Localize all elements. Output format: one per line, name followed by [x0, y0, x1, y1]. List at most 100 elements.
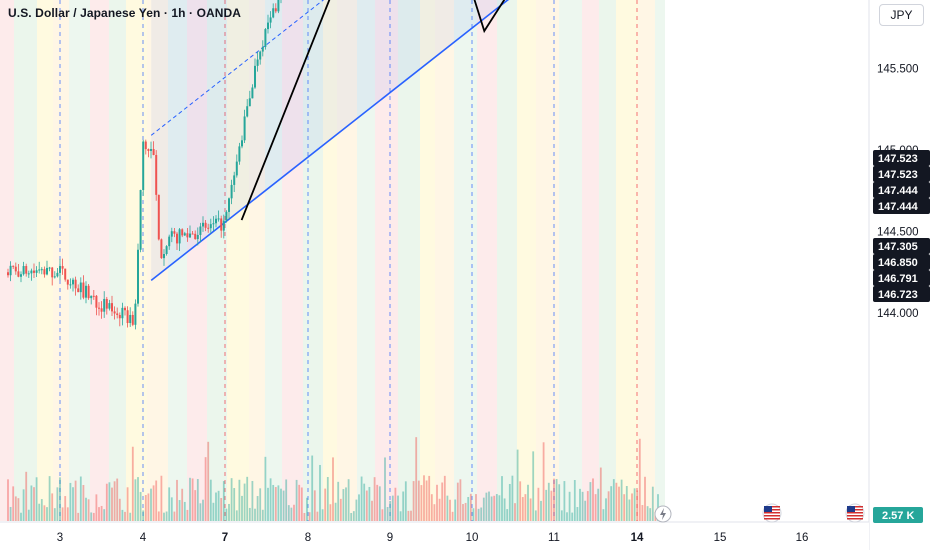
currency-selector[interactable]: JPY: [879, 4, 924, 26]
volume-bar: [618, 486, 620, 521]
volume-bar: [212, 502, 215, 521]
volume-bar: [129, 512, 132, 521]
volume-bar: [230, 478, 233, 521]
price-tag-text: 147.444: [878, 185, 919, 197]
volume-bar: [306, 497, 308, 521]
candle-body: [142, 141, 145, 191]
candle-body: [194, 233, 197, 240]
volume-bar: [22, 489, 25, 521]
volume-bar: [371, 500, 373, 521]
economic-event-icons[interactable]: 2.57 K: [654, 503, 923, 523]
time-tick: 11: [548, 532, 560, 544]
volume-bar: [326, 477, 329, 521]
volume-bar: [410, 510, 412, 521]
candle-body: [48, 267, 51, 269]
price-tag-text: 147.523: [878, 153, 918, 165]
candle-body: [160, 239, 163, 259]
volume-bar: [215, 492, 217, 521]
session-band: [454, 0, 477, 521]
volume-bar: [555, 478, 558, 521]
zigzag-pattern[interactable]: [240, 0, 662, 221]
volume-bar: [524, 494, 527, 521]
candle-body: [59, 266, 61, 273]
us-flag-icon[interactable]: [845, 503, 865, 523]
time-axis-bg: [0, 522, 869, 550]
candle-body: [217, 218, 220, 220]
volume-bar: [514, 503, 516, 521]
volume-bar: [521, 497, 524, 521]
volume-bar: [69, 482, 72, 521]
lightning-icon[interactable]: [654, 505, 672, 523]
session-band: [323, 0, 337, 521]
volume-bar: [264, 456, 267, 521]
volume-bar: [376, 484, 379, 521]
candle-body: [27, 273, 30, 275]
volume-bar: [35, 477, 38, 521]
session-band: [517, 0, 536, 521]
volume-bar: [488, 491, 490, 521]
candle-body: [113, 311, 116, 314]
candle-body: [165, 246, 168, 255]
candlesticks: [7, 0, 282, 330]
volume-bar: [649, 508, 652, 521]
volume-bar: [516, 449, 519, 521]
volume-bar: [389, 500, 392, 521]
candle-body: [33, 270, 35, 273]
volume-tag: 2.57 K: [873, 507, 923, 523]
volume-bar: [46, 507, 48, 521]
volume-bar: [628, 499, 631, 521]
price-tag-text: 147.444: [878, 201, 919, 213]
volume-bar: [38, 503, 41, 521]
price-tick: 144.000: [877, 308, 919, 320]
volume-bar: [14, 496, 17, 521]
candle-body: [272, 8, 275, 18]
volume-bars: [7, 437, 659, 521]
volume-bar: [477, 508, 480, 521]
volume-bar: [189, 477, 191, 521]
candle-body: [64, 268, 67, 280]
candle-body: [155, 154, 158, 195]
candle-body: [103, 298, 106, 312]
session-band: [497, 0, 517, 521]
session-band: [109, 0, 126, 521]
volume-bar: [228, 503, 230, 521]
candle-body: [183, 233, 186, 236]
volume-bar: [173, 511, 176, 521]
flag-stripe: [847, 515, 863, 517]
volume-bar: [646, 506, 649, 521]
candle-body: [25, 266, 28, 274]
candle-body: [30, 270, 33, 274]
volume-bar: [529, 498, 532, 521]
volume-bar: [256, 496, 259, 521]
candle-body: [277, 0, 280, 12]
volume-bar: [342, 489, 345, 521]
channel-lower-line[interactable]: [150, 0, 802, 282]
volume-bar: [131, 446, 134, 521]
time-tick: 10: [466, 532, 479, 544]
price-tag-bg: [873, 198, 930, 214]
time-tick: 7: [222, 532, 228, 544]
candle-body: [181, 229, 184, 236]
candle-body: [274, 8, 277, 12]
volume-bar: [235, 510, 238, 521]
flag-stripe: [764, 512, 780, 514]
zigzag-line[interactable]: [240, 0, 662, 221]
volume-bar: [503, 498, 506, 521]
candle-body: [222, 220, 225, 231]
volume-bar: [295, 479, 298, 521]
price-tag-text: 146.791: [878, 273, 918, 285]
candle-body: [212, 223, 215, 225]
volume-bar: [594, 494, 597, 521]
candle-body: [108, 303, 111, 309]
lightning-bolt: [660, 508, 666, 520]
candle-body: [170, 231, 173, 237]
us-flag-icon[interactable]: [762, 503, 782, 523]
flag-canton: [764, 506, 772, 512]
volume-bar: [165, 511, 168, 521]
session-band: [37, 0, 53, 521]
volume-bar: [547, 482, 550, 521]
volume-bar: [454, 499, 457, 521]
parallel-channel[interactable]: [150, 0, 802, 282]
